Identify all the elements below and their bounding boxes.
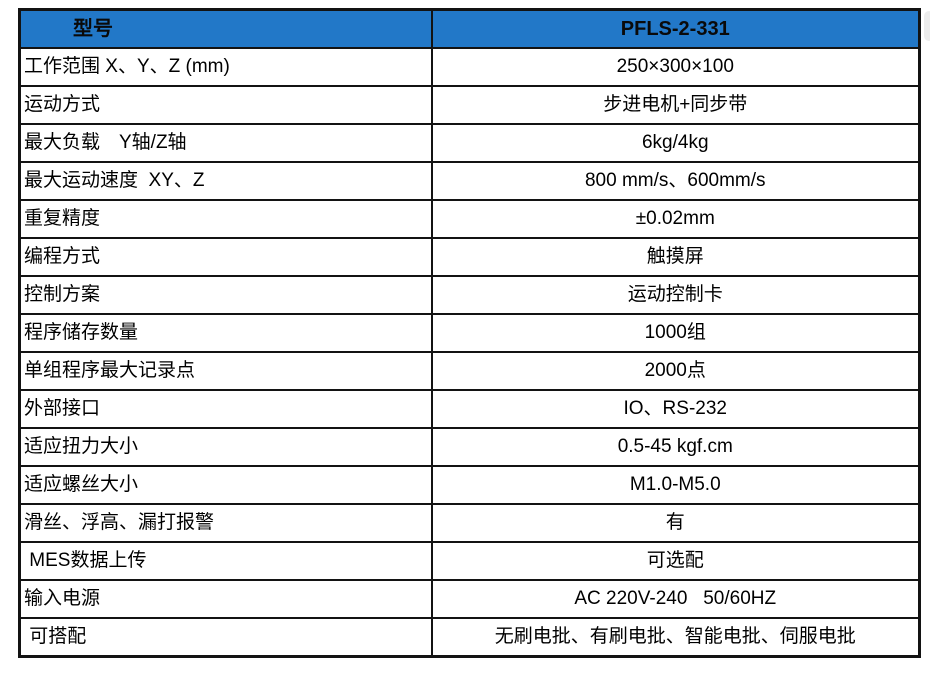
header-model-value: PFLS-2-331 — [430, 8, 921, 49]
row-label-cell: 适应扭力大小 — [18, 427, 433, 467]
table-row: 运动方式 步进电机+同步带 — [18, 85, 921, 125]
row-label-cell: 单组程序最大记录点 — [18, 351, 433, 391]
row-label-cell: 可搭配 — [18, 617, 433, 658]
page-edge-artifact — [924, 11, 930, 41]
table-row: 重复精度 ±0.02mm — [18, 199, 921, 239]
table-row: 控制方案 运动控制卡 — [18, 275, 921, 315]
row-label-cell: 外部接口 — [18, 389, 433, 429]
row-label-cell: 运动方式 — [18, 85, 433, 125]
table-row: 适应扭力大小 0.5-45 kgf.cm — [18, 427, 921, 467]
row-value-cell: 2000点 — [430, 351, 921, 391]
row-label-cell: 最大负载 Y轴/Z轴 — [18, 123, 433, 163]
table-row: 单组程序最大记录点 2000点 — [18, 351, 921, 391]
row-value-cell: 250×300×100 — [430, 47, 921, 87]
table-row: 编程方式 触摸屏 — [18, 237, 921, 277]
table-row: 程序储存数量 1000组 — [18, 313, 921, 353]
spec-table: 型号 PFLS-2-331 工作范围 X、Y、Z (mm) 250×300×10… — [18, 8, 921, 658]
row-label-cell: 最大运动速度 XY、Z — [18, 161, 433, 201]
row-label-cell: 程序储存数量 — [18, 313, 433, 353]
header-model-label: 型号 — [18, 8, 433, 49]
row-value-cell: 可选配 — [430, 541, 921, 581]
table-row: 最大负载 Y轴/Z轴 6kg/4kg — [18, 123, 921, 163]
row-value-cell: ±0.02mm — [430, 199, 921, 239]
row-value-cell: 1000组 — [430, 313, 921, 353]
table-row: MES数据上传 可选配 — [18, 541, 921, 581]
row-value-cell: 运动控制卡 — [430, 275, 921, 315]
row-label-cell: 适应螺丝大小 — [18, 465, 433, 505]
row-value-cell: AC 220V-240 50/60HZ — [430, 579, 921, 619]
row-label-cell: 输入电源 — [18, 579, 433, 619]
row-label-cell: 控制方案 — [18, 275, 433, 315]
row-label-cell: MES数据上传 — [18, 541, 433, 581]
row-value-cell: 步进电机+同步带 — [430, 85, 921, 125]
table-header-row: 型号 PFLS-2-331 — [18, 8, 921, 49]
table-row: 工作范围 X、Y、Z (mm) 250×300×100 — [18, 47, 921, 87]
row-value-cell: 800 mm/s、600mm/s — [430, 161, 921, 201]
spec-table-container: 型号 PFLS-2-331 工作范围 X、Y、Z (mm) 250×300×10… — [18, 8, 921, 658]
table-row: 可搭配 无刷电批、有刷电批、智能电批、伺服电批 — [18, 617, 921, 658]
table-row: 最大运动速度 XY、Z 800 mm/s、600mm/s — [18, 161, 921, 201]
row-label-cell: 重复精度 — [18, 199, 433, 239]
table-row: 适应螺丝大小 M1.0-M5.0 — [18, 465, 921, 505]
row-label-cell: 滑丝、浮高、漏打报警 — [18, 503, 433, 543]
table-row: 输入电源 AC 220V-240 50/60HZ — [18, 579, 921, 619]
row-value-cell: M1.0-M5.0 — [430, 465, 921, 505]
row-value-cell: IO、RS-232 — [430, 389, 921, 429]
row-label-cell: 编程方式 — [18, 237, 433, 277]
row-value-cell: 有 — [430, 503, 921, 543]
table-row: 滑丝、浮高、漏打报警 有 — [18, 503, 921, 543]
spec-table-body: 工作范围 X、Y、Z (mm) 250×300×100 运动方式 步进电机+同步… — [18, 47, 921, 658]
row-value-cell: 无刷电批、有刷电批、智能电批、伺服电批 — [430, 617, 921, 658]
row-value-cell: 触摸屏 — [430, 237, 921, 277]
table-row: 外部接口 IO、RS-232 — [18, 389, 921, 429]
row-label-cell: 工作范围 X、Y、Z (mm) — [18, 47, 433, 87]
row-value-cell: 6kg/4kg — [430, 123, 921, 163]
row-value-cell: 0.5-45 kgf.cm — [430, 427, 921, 467]
